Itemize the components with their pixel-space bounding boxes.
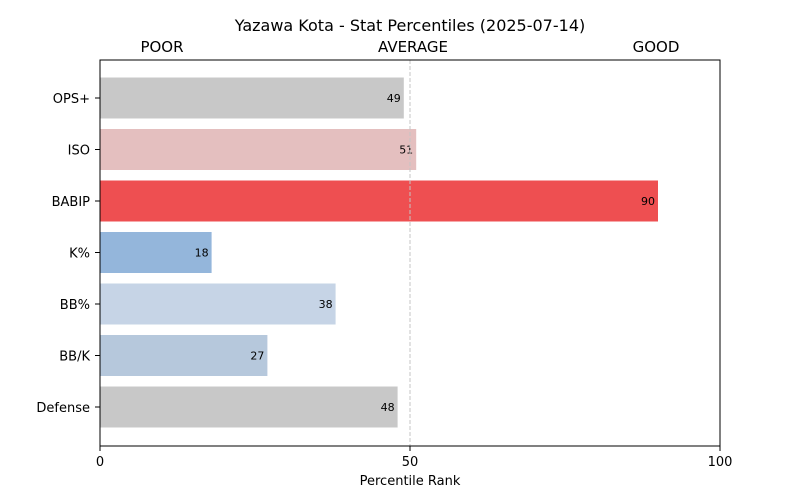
bar-iso <box>100 129 417 170</box>
y-tick-label-k-pct: K% <box>69 247 90 262</box>
data-label-k-pct: 18 <box>195 247 209 260</box>
y-tick-label-bb-pct: BB% <box>60 298 90 313</box>
data-label-bb-pct: 38 <box>319 298 333 311</box>
bar-bb-k <box>100 335 268 376</box>
data-label-bb-k: 27 <box>250 350 264 363</box>
data-label-iso: 51 <box>399 144 413 157</box>
bars-layer <box>100 77 658 428</box>
y-tick-label-iso: ISO <box>68 144 90 159</box>
y-tick-label-defense: Defense <box>36 401 90 416</box>
bar-k-pct <box>100 232 212 273</box>
x-tick-label-0: 0 <box>96 455 104 470</box>
data-label-ops-plus: 49 <box>387 92 401 105</box>
band-label-poor: POOR <box>140 38 183 56</box>
x-tick-label-50: 50 <box>402 455 419 470</box>
x-tick-label-100: 100 <box>708 455 733 470</box>
y-tick-label-babip: BABIP <box>52 195 91 210</box>
y-axis: OPS+ ISO BABIP K% BB% BB/K Defense <box>36 92 100 416</box>
y-tick-label-ops-plus: OPS+ <box>53 92 90 107</box>
chart-title: Yazawa Kota - Stat Percentiles (2025-07-… <box>234 16 585 35</box>
x-axis-label: Percentile Rank <box>360 474 461 489</box>
band-label-good: GOOD <box>633 38 680 56</box>
band-label-average: AVERAGE <box>378 38 448 56</box>
bar-babip <box>100 180 658 222</box>
y-tick-label-bb-k: BB/K <box>59 350 90 365</box>
data-label-defense: 48 <box>381 401 395 414</box>
x-axis: 0 50 100 <box>96 446 733 470</box>
data-label-babip: 90 <box>641 195 655 208</box>
bar-defense <box>100 386 398 428</box>
bar-bb-pct <box>100 283 336 325</box>
bar-ops-plus <box>100 77 404 119</box>
